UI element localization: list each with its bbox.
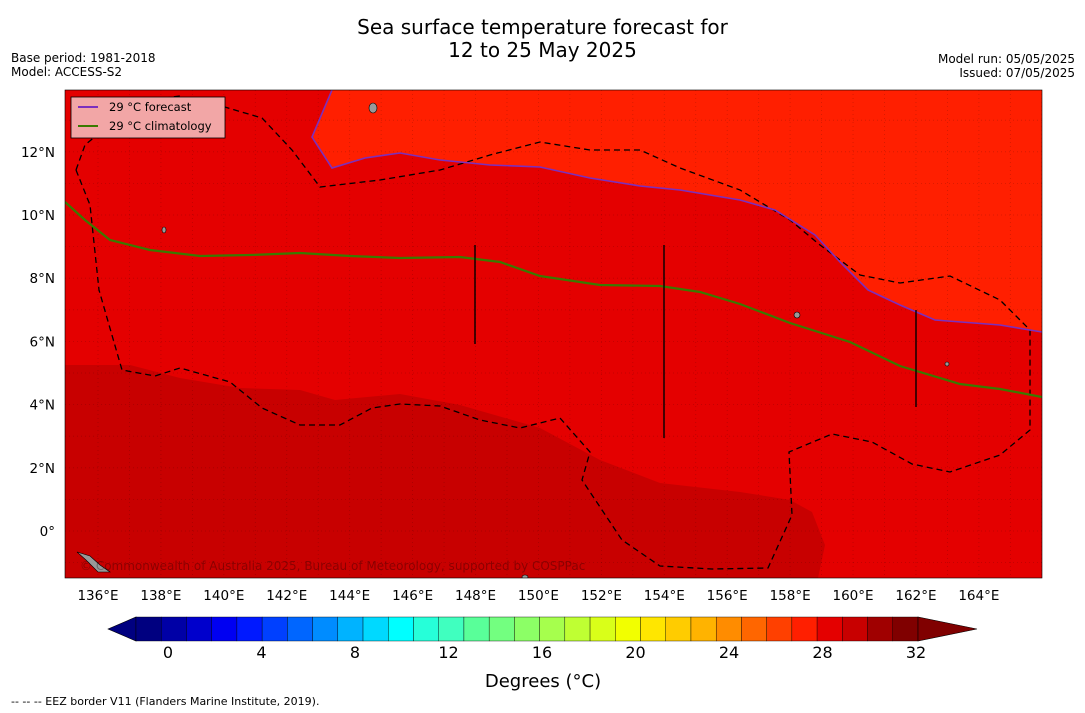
colorbar-cell	[842, 616, 868, 642]
eez-border-palau	[75, 97, 1031, 570]
colorbar-cell	[791, 616, 818, 642]
colorbar-cell	[135, 616, 162, 642]
colorbar-cell	[488, 616, 515, 642]
colorbar-title: Degrees (°C)	[485, 671, 601, 692]
issued-date: Issued: 07/05/2025	[959, 66, 1075, 80]
colorbar-tick-label: 20	[625, 643, 645, 662]
colorbar-cell	[388, 616, 414, 642]
colorbar-cell	[287, 616, 313, 642]
latitude-label: 2°N	[30, 461, 55, 477]
map-area: © Commonwealth of Australia 2025, Bureau…	[65, 90, 1042, 578]
legend-forecast-label: 29 °C forecast	[109, 100, 192, 114]
colorbar-cell	[413, 616, 439, 642]
colorbar-cell	[186, 616, 212, 642]
latitude-label: 8°N	[30, 271, 55, 287]
sst-below-29-region	[65, 365, 825, 578]
longitude-label: 156°E	[707, 588, 748, 604]
longitude-label: 162°E	[895, 588, 936, 604]
island-kosrae	[944, 361, 950, 367]
colorbar-cell	[362, 616, 389, 642]
colorbar-cell	[665, 616, 692, 642]
longitude-label: 154°E	[644, 588, 685, 604]
longitude-label: 160°E	[833, 588, 874, 604]
longitude-label: 148°E	[455, 588, 496, 604]
colorbar-cell	[741, 616, 767, 642]
latitude-label: 12°N	[21, 145, 55, 161]
island-chuuk	[793, 311, 801, 319]
graticule	[65, 90, 1042, 578]
colorbar-cell	[589, 616, 616, 642]
longitude-label: 136°E	[77, 588, 118, 604]
latitude-label: 4°N	[30, 398, 55, 414]
latitude-label: 10°N	[21, 208, 55, 224]
colorbar-cell	[211, 616, 238, 642]
longitude-label: 140°E	[203, 588, 244, 604]
copyright-text: © Commonwealth of Australia 2025, Bureau…	[80, 559, 585, 573]
longitude-label: 152°E	[581, 588, 622, 604]
latitude-label: 0°	[40, 524, 55, 540]
colorbar-cell	[892, 616, 919, 642]
colorbar-cell	[539, 616, 566, 642]
colorbar-tick-label: 16	[532, 643, 552, 662]
longitude-label: 138°E	[140, 588, 181, 604]
colorbar-min-extension	[107, 616, 137, 642]
colorbar-tick-label: 28	[812, 643, 832, 662]
map-frame	[64, 89, 1043, 579]
colorbar-tick-label: 24	[719, 643, 739, 662]
longitude-label: 150°E	[518, 588, 559, 604]
colorbar-cell	[337, 616, 364, 642]
eez-footnote: -- -- -- EEZ border V11 (Flanders Marine…	[11, 695, 320, 708]
legend-climatology-label: 29 °C climatology	[109, 119, 212, 133]
island-yap	[161, 226, 167, 234]
colorbar-tick-label: 12	[438, 643, 458, 662]
colorbar-cell	[438, 616, 465, 642]
colorbar-cell	[161, 616, 187, 642]
colorbar-max-extension	[917, 616, 978, 642]
colorbar-tick-label: 4	[256, 643, 266, 662]
colorbar-tick-label: 32	[906, 643, 926, 662]
colorbar-cell	[236, 616, 263, 642]
climatology-29c-contour	[65, 201, 1042, 399]
colorbar-cell	[816, 616, 843, 642]
colorbar-cell	[867, 616, 893, 642]
sst-above-30-region	[312, 90, 1042, 332]
map-legend: 29 °C forecast 29 °C climatology	[70, 96, 226, 139]
colorbar-cell	[690, 616, 717, 642]
colorbar-cell	[312, 616, 339, 642]
longitude-label: 146°E	[392, 588, 433, 604]
longitude-label: 142°E	[266, 588, 307, 604]
model-name: Model: ACCESS-S2	[11, 65, 123, 79]
base-period: Base period: 1981-2018	[11, 51, 156, 65]
colorbar-cell	[715, 616, 742, 642]
colorbar-tick-label: 0	[163, 643, 173, 662]
longitude-label: 164°E	[958, 588, 999, 604]
colorbar-cell	[564, 616, 591, 642]
colorbar-cell	[640, 616, 666, 642]
island-manus	[521, 574, 529, 578]
longitude-labels: 136°E 138°E 140°E 142°E 144°E 146°E 148°E 150°E…	[77, 588, 999, 604]
colorbar-cell	[615, 616, 641, 642]
island-guam	[368, 102, 378, 114]
title-line-1: Sea surface temperature forecast for	[357, 15, 728, 39]
forecast-29c-contour	[311, 90, 1042, 333]
model-run: Model run: 05/05/2025	[937, 52, 1075, 66]
latitude-labels: 12°N 10°N 8°N 6°N 4°N 2°N 0°	[21, 145, 55, 540]
colorbar: 0 4 8 12 16 20 24 28 32 Degrees (°C)	[107, 616, 978, 692]
longitude-label: 158°E	[770, 588, 811, 604]
colorbar-cell	[463, 616, 490, 642]
spread-bars	[474, 245, 917, 438]
colorbar-cell	[261, 616, 288, 642]
title-line-2: 12 to 25 May 2025	[448, 38, 637, 62]
latitude-label: 6°N	[30, 334, 55, 350]
colorbar-cell	[514, 616, 540, 642]
colorbar-tick-label: 8	[350, 643, 360, 662]
island-new-guinea-tip	[76, 551, 111, 573]
islands	[76, 102, 950, 578]
longitude-label: 144°E	[329, 588, 370, 604]
colorbar-cell	[766, 616, 793, 642]
